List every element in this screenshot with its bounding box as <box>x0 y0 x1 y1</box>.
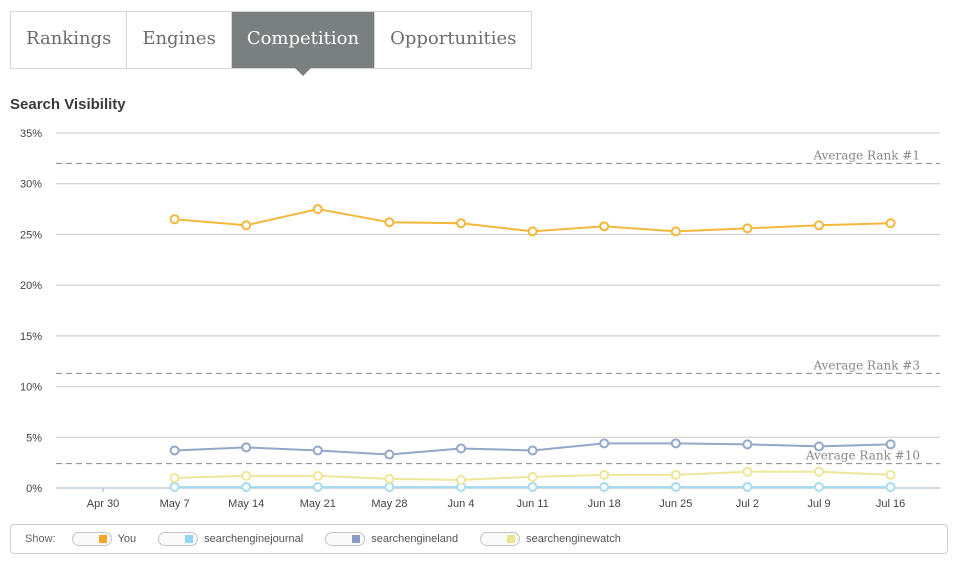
section-title: Search Visibility <box>10 96 126 113</box>
legend-show-label: Show: <box>25 533 56 545</box>
legend-toggle-searchenginewatch[interactable]: searchenginewatch <box>480 532 621 546</box>
data-point <box>312 445 323 456</box>
data-point <box>599 221 610 232</box>
y-tick-label: 25% <box>20 229 42 241</box>
y-tick-label: 5% <box>26 432 42 444</box>
y-tick-label: 20% <box>20 280 42 292</box>
legend-label-you: You <box>117 533 137 545</box>
color-swatch <box>352 535 361 543</box>
data-point <box>169 472 180 483</box>
legend-toggle-searchenginejournal[interactable]: searchenginejournal <box>158 532 303 546</box>
data-point <box>384 473 395 484</box>
data-point <box>599 438 610 449</box>
data-point <box>814 220 824 231</box>
data-point <box>885 218 896 229</box>
tab-bar: Rankings Engines Competition Opportuniti… <box>10 11 533 76</box>
data-point <box>312 204 323 215</box>
color-swatch <box>507 535 516 543</box>
x-tick-label: Jun 4 <box>448 498 475 510</box>
x-tick-label: Jul 9 <box>807 498 830 510</box>
y-tick-label: 0% <box>26 483 42 495</box>
data-point <box>885 439 896 450</box>
data-point <box>742 439 753 450</box>
x-tick-label: Jul 16 <box>876 498 905 510</box>
data-point <box>814 481 824 492</box>
data-point <box>527 445 538 456</box>
x-tick-label: Jun 18 <box>588 498 621 510</box>
data-point <box>670 226 681 237</box>
data-point <box>384 481 395 492</box>
color-swatch <box>98 535 107 543</box>
data-point <box>456 218 466 229</box>
data-point <box>169 214 180 225</box>
x-tick-label: May 7 <box>160 498 190 510</box>
x-tick-label: Apr 30 <box>87 498 119 510</box>
tab-competition[interactable]: Competition <box>231 12 376 76</box>
data-point <box>527 226 538 237</box>
data-point <box>599 469 610 480</box>
data-point <box>169 481 180 492</box>
y-tick-label: 15% <box>20 331 42 343</box>
color-swatch <box>185 535 194 543</box>
data-point <box>885 469 896 480</box>
x-tick-label: May 28 <box>371 498 407 510</box>
data-point <box>241 220 252 231</box>
data-point <box>456 474 466 485</box>
y-tick-label: 35% <box>20 128 42 140</box>
data-point <box>456 443 466 454</box>
x-tick-label: Jul 2 <box>736 498 759 510</box>
reference-label: Average Rank #10 <box>805 449 920 463</box>
search-visibility-chart: 0% 5% 10% 15% 20% 25% 30% 35% Average Rank #1 Ave… <box>20 128 940 510</box>
toggle-switch[interactable] <box>480 532 521 546</box>
toggle-switch[interactable] <box>158 532 199 546</box>
data-point <box>670 438 681 449</box>
data-point <box>670 481 681 492</box>
data-point <box>169 445 180 456</box>
data-point <box>384 217 395 228</box>
x-tick-label: May 21 <box>300 498 336 510</box>
x-tick-label: Jun 11 <box>516 498 548 510</box>
tab-rankings[interactable]: Rankings <box>11 12 128 68</box>
data-point <box>527 481 538 492</box>
tab-engines[interactable]: Engines <box>127 12 232 68</box>
legend-label-searchenginewatch: searchenginewatch <box>526 533 621 545</box>
data-point <box>241 442 252 453</box>
data-point <box>312 481 323 492</box>
data-point <box>885 481 896 492</box>
y-tick-label: 30% <box>20 179 42 191</box>
data-point <box>670 469 681 480</box>
data-point <box>742 223 753 234</box>
tab-opportunities[interactable]: Opportunities <box>390 28 517 49</box>
data-point <box>241 481 252 492</box>
data-point <box>599 481 610 492</box>
x-tick-label: Jun 25 <box>659 498 692 510</box>
data-point <box>742 481 753 492</box>
data-point <box>742 466 753 477</box>
legend-toggle-you[interactable]: You <box>71 532 137 546</box>
reference-label: Average Rank #1 <box>812 148 920 162</box>
legend-toggle-searchengineland[interactable]: searchengineland <box>325 532 458 546</box>
reference-label: Average Rank #3 <box>812 358 920 372</box>
legend-bar: Show: You searchenginejournal searchengi… <box>10 524 948 554</box>
data-point <box>384 449 395 460</box>
data-point <box>312 470 323 481</box>
data-point <box>241 470 252 481</box>
legend-label-searchengineland: searchengineland <box>371 533 459 545</box>
data-point <box>814 441 824 452</box>
x-tick-label: May 14 <box>228 498 264 510</box>
y-tick-label: 10% <box>20 382 42 394</box>
toggle-switch[interactable] <box>71 532 112 546</box>
legend-label-searchenginejournal: searchenginejournal <box>204 533 304 545</box>
data-point <box>814 466 824 477</box>
data-point <box>527 471 538 482</box>
toggle-switch[interactable] <box>325 532 366 546</box>
